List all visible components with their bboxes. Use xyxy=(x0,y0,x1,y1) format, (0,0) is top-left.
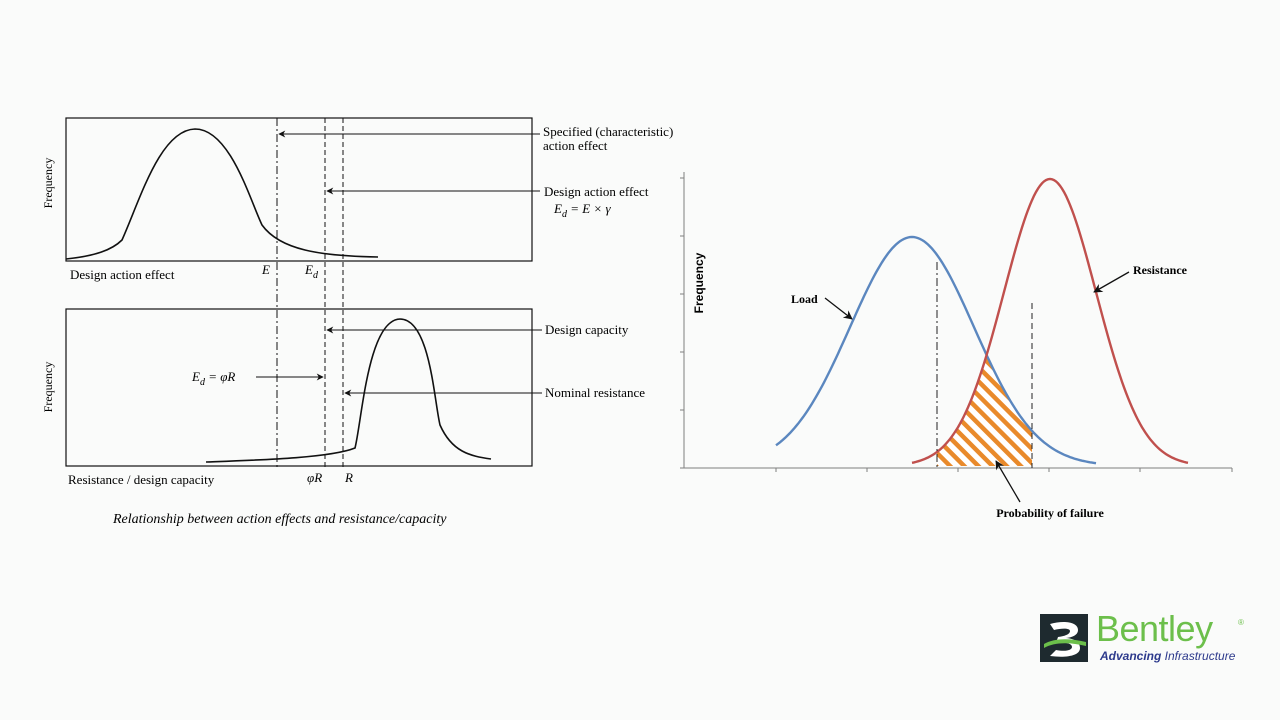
logo-registered: ® xyxy=(1238,618,1244,627)
failure-area xyxy=(937,355,1032,466)
left-diagram: Frequency Design action effect E Ed Spec… xyxy=(41,117,673,527)
callout-specified-line2: action effect xyxy=(543,138,608,153)
tick-e: E xyxy=(261,262,270,277)
right-frequency-label: Frequency xyxy=(692,252,706,313)
arrow-resistance xyxy=(1093,271,1130,293)
bentley-b-icon xyxy=(1040,614,1088,662)
axis-ticks xyxy=(680,177,1233,472)
top-frequency-label: Frequency xyxy=(41,158,55,209)
right-chart: Frequency Load Resistance Probability of… xyxy=(680,172,1233,520)
arrow-load xyxy=(824,297,853,320)
resistance-curve xyxy=(205,318,492,463)
callout-nominal: Nominal resistance xyxy=(545,385,645,400)
tick-r: R xyxy=(344,470,353,485)
formula-ed-phir: Ed = φR xyxy=(191,369,235,388)
top-panel-frame xyxy=(65,117,533,262)
top-x-label: Design action effect xyxy=(70,267,175,282)
label-load: Load xyxy=(791,292,818,306)
tick-ed: Ed xyxy=(304,262,319,281)
label-failure: Probability of failure xyxy=(996,506,1104,520)
logo-tagline-rest: Infrastructure xyxy=(1161,649,1236,663)
action-effect-curve xyxy=(65,128,379,260)
resistance-curve-right xyxy=(911,177,1189,464)
left-caption: Relationship between action effects and … xyxy=(112,512,447,527)
logo-wordmark: Bentley xyxy=(1096,608,1213,649)
callout-specified-line1: Specified (characteristic) xyxy=(543,124,673,139)
callout-design-capacity: Design capacity xyxy=(545,322,629,337)
label-resistance: Resistance xyxy=(1133,263,1188,277)
callout-design-action: Design action effect xyxy=(544,184,649,199)
formula-ed: Ed = E × γ xyxy=(553,201,611,220)
arrow-failure xyxy=(995,460,1021,503)
logo-tagline-bold: Advancing xyxy=(1100,649,1162,663)
bottom-panel-frame xyxy=(65,308,533,467)
bentley-logo: Bentley ® Advancing Infrastructure xyxy=(1040,608,1250,666)
bottom-x-label: Resistance / design capacity xyxy=(68,472,215,487)
tick-phir: φR xyxy=(307,470,322,485)
bottom-frequency-label: Frequency xyxy=(41,362,55,413)
load-curve xyxy=(775,235,1097,465)
logo-tagline: Advancing Infrastructure xyxy=(1100,649,1235,663)
